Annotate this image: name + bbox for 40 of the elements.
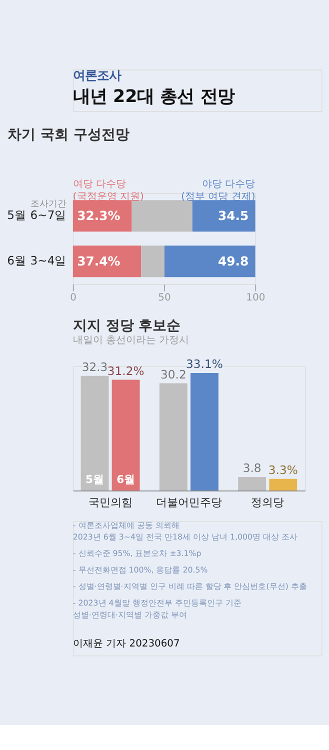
bar (141, 246, 164, 278)
x-tick-label: 더불어민주당 (156, 496, 222, 509)
chart-title: 지지 정당 후보순 (72, 318, 181, 334)
series-label: 6월 (116, 473, 136, 486)
y-tick-label: 5월 6~7일 (7, 208, 67, 222)
text: 여론조사 (72, 67, 121, 82)
data-label: 30.2 (160, 367, 186, 382)
x-tick-label: 국민의힘 (88, 496, 132, 509)
bar (112, 380, 140, 491)
bar (159, 383, 188, 491)
data-label: 32.3 (82, 360, 108, 374)
series-label: 여당 다수당 (국정운영 지원) (72, 179, 144, 203)
chart-title: 차기 국회 구성전망 (8, 127, 130, 144)
bar (238, 477, 266, 491)
data-label: 32.3% (77, 208, 121, 223)
data-label: 37.4% (77, 254, 121, 269)
data-label: 34.5 (218, 208, 249, 223)
series-label: 5월 (86, 473, 104, 486)
bar (192, 200, 256, 232)
bar (269, 478, 298, 491)
data-label: 49.8 (218, 254, 249, 269)
bar (164, 246, 256, 278)
bar (80, 376, 109, 491)
bar (190, 372, 218, 491)
text: 조사기간 (30, 200, 66, 210)
data-label: 3.3% (268, 462, 298, 477)
data-label: 3.8 (242, 461, 262, 476)
x-tick-label: 50 (158, 292, 171, 304)
data-label: 31.2% (107, 364, 144, 378)
y-tick-label: 6월 3~4일 (7, 254, 67, 268)
x-tick-label: 정의당 (251, 496, 284, 509)
text: 내년 22대 총선 전망 (72, 86, 234, 107)
x-tick-label: 100 (246, 292, 266, 304)
series-label: 야당 다수당 (정부 여당 견제) (181, 179, 256, 203)
text: 이재윤 기자 20230607 (72, 638, 180, 650)
chart-subtitle: 내일이 총선이라는 가정시 (72, 335, 190, 346)
bar (132, 200, 192, 232)
bar (72, 246, 142, 278)
data-label: 33.1% (186, 357, 223, 372)
x-tick-label: 0 (70, 292, 77, 304)
